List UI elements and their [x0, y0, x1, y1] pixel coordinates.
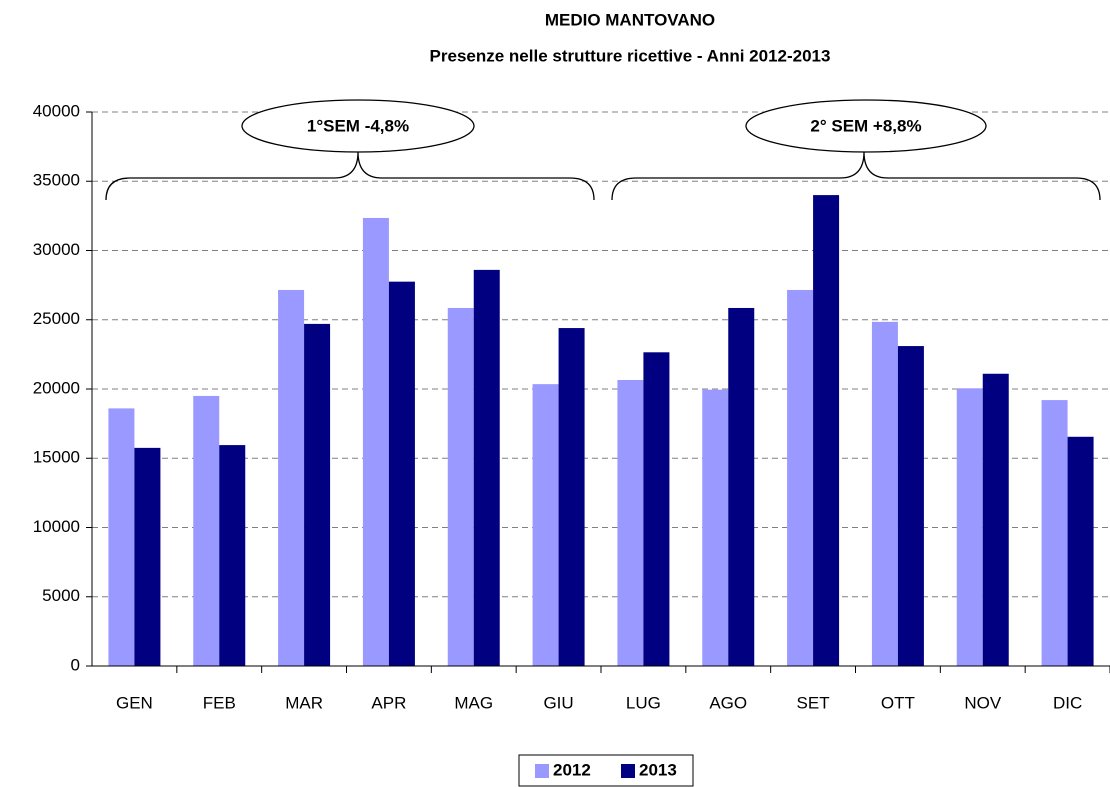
x-tick-label: GIU — [543, 693, 573, 712]
annotation-ellipse — [745, 99, 987, 153]
y-tick-label: 15000 — [33, 448, 80, 467]
bar — [813, 195, 840, 666]
x-tick-label: GEN — [116, 693, 153, 712]
legend-swatch — [535, 764, 549, 778]
bar — [982, 373, 1009, 666]
bar — [108, 408, 135, 666]
bar — [956, 388, 983, 666]
x-tick-label: AGO — [709, 693, 747, 712]
annotation: 2° SEM +8,8% — [810, 116, 921, 135]
annotation: 1°SEM -4,8% — [307, 116, 409, 135]
bar — [362, 217, 389, 666]
bar — [193, 395, 220, 666]
y-tick-label: 25000 — [33, 309, 80, 328]
bar — [278, 289, 305, 666]
y-tick-label: 5000 — [42, 586, 80, 605]
annotations: 1°SEM -4,8% 2° SEM +8,8% — [105, 99, 1101, 201]
legend-label: 2012 — [553, 760, 591, 779]
bar — [304, 323, 331, 666]
annotation-ellipse — [241, 99, 475, 153]
y-tick-label: 20000 — [33, 378, 80, 397]
chart-title: MEDIO MANTOVANO — [545, 10, 715, 29]
x-tick-label: APR — [371, 693, 406, 712]
x-tick-label: NOV — [964, 693, 1002, 712]
x-tick-label: SET — [797, 693, 830, 712]
x-tick-label: MAR — [285, 693, 323, 712]
bar — [643, 352, 670, 666]
x-tick-label: DIC — [1053, 693, 1082, 712]
bar — [728, 307, 755, 666]
legend-swatch — [621, 764, 635, 778]
bar — [532, 384, 559, 666]
brace — [105, 151, 595, 201]
bar — [219, 445, 246, 666]
x-tick-label: MAG — [454, 693, 493, 712]
bar — [1067, 436, 1094, 666]
brace — [611, 151, 1101, 201]
bar — [1041, 400, 1068, 666]
bar — [702, 389, 729, 666]
x-tick-label: FEB — [203, 693, 236, 712]
bar — [558, 328, 585, 666]
y-tick-label: 10000 — [33, 517, 80, 536]
x-tick-label: OTT — [881, 693, 915, 712]
bar — [787, 289, 814, 666]
y-tick-label: 35000 — [33, 171, 80, 190]
bar — [617, 379, 644, 666]
bar — [447, 307, 474, 666]
bar — [897, 346, 924, 666]
bar — [388, 281, 415, 666]
y-tick-label: 40000 — [33, 101, 80, 120]
y-tick-label: 0 — [71, 655, 80, 674]
bar — [473, 269, 500, 666]
x-tick-label: LUG — [626, 693, 661, 712]
chart-subtitle: Presenze nelle strutture ricettive - Ann… — [430, 46, 831, 65]
bar — [871, 321, 898, 666]
bar — [134, 447, 161, 666]
legend-label: 2013 — [639, 760, 677, 779]
y-tick-label: 30000 — [33, 240, 80, 259]
